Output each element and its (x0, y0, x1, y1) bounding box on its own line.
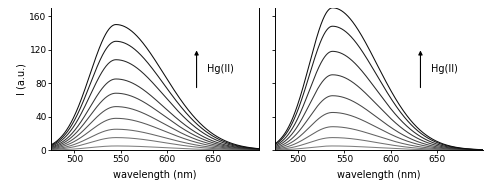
Text: Hg(II): Hg(II) (431, 64, 458, 74)
X-axis label: wavelength (nm): wavelength (nm) (337, 170, 421, 180)
Text: Hg(II): Hg(II) (207, 64, 234, 74)
Y-axis label: I (a.u.): I (a.u.) (17, 63, 26, 95)
X-axis label: wavelength (nm): wavelength (nm) (113, 170, 197, 180)
